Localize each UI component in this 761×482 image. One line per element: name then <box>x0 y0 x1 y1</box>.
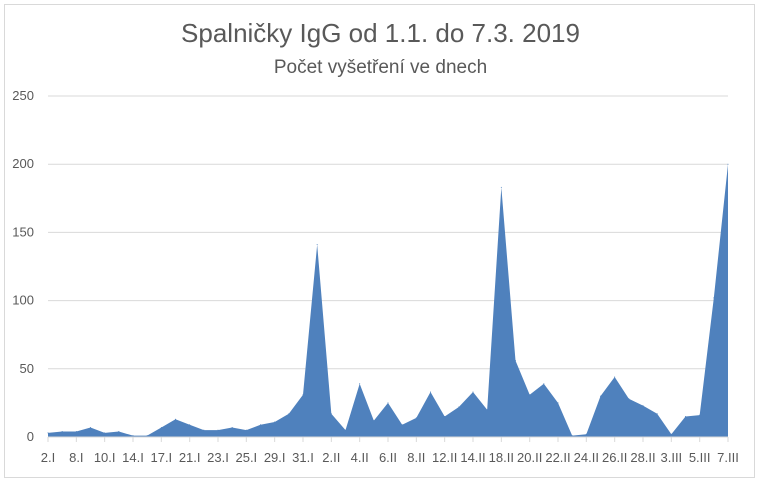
data-point <box>61 431 63 433</box>
data-point <box>245 429 247 431</box>
y-tick-label: 50 <box>20 361 34 376</box>
x-tick-label: 20.II <box>517 450 542 465</box>
x-tick-label: 22.II <box>545 450 570 465</box>
data-point <box>486 409 488 411</box>
data-point <box>600 395 601 397</box>
chart-frame <box>4 4 755 478</box>
data-point <box>585 433 587 435</box>
data-point <box>118 431 120 433</box>
x-tick-label: 2.II <box>322 450 340 465</box>
x-tick-label: 2.I <box>41 450 55 465</box>
x-tick-label: 12.II <box>432 450 457 465</box>
data-point <box>685 416 686 418</box>
chart-title: Spalničky IgG od 1.1. do 7.3. 2019 <box>181 18 580 48</box>
data-point <box>160 426 162 428</box>
x-tick-label: 26.II <box>602 450 627 465</box>
data-point <box>359 383 361 385</box>
data-point <box>529 394 531 396</box>
x-tick-label: 29.I <box>264 450 286 465</box>
data-point <box>670 433 672 435</box>
x-tick-label: 6.II <box>379 450 397 465</box>
data-point <box>401 424 403 426</box>
data-point <box>543 383 545 385</box>
data-point <box>472 391 474 393</box>
x-tick-label: 21.I <box>179 450 201 465</box>
data-point <box>444 416 446 418</box>
x-tick-label: 4.II <box>351 450 369 465</box>
data-point <box>699 414 701 416</box>
data-point <box>500 186 502 188</box>
data-point <box>614 376 616 378</box>
data-point <box>458 406 460 408</box>
data-point <box>146 435 148 437</box>
x-tick-label: 23.I <box>207 450 229 465</box>
x-tick-label: 8.I <box>69 450 83 465</box>
data-point <box>373 420 375 422</box>
y-tick-label: 100 <box>12 293 34 308</box>
data-point <box>557 402 559 404</box>
x-tick-label: 14.II <box>460 450 485 465</box>
data-point <box>217 429 219 431</box>
x-tick-label: 28.II <box>630 450 655 465</box>
x-tick-label: 25.I <box>235 450 257 465</box>
x-tick-label: 31.I <box>292 450 314 465</box>
y-tick-label: 250 <box>12 88 34 103</box>
data-point <box>387 402 389 404</box>
data-point <box>90 426 91 428</box>
x-tick-label: 10.I <box>94 450 116 465</box>
x-axis-ticks: 2.I 8.I 10.I 14.I 17.I 21.I 23.I 25.I 29.I 31.I 2.… <box>41 437 739 465</box>
data-point <box>430 391 431 393</box>
data-point <box>47 432 49 434</box>
x-tick-label: 5.III <box>689 450 711 465</box>
data-point <box>656 413 658 415</box>
data-point <box>274 421 276 423</box>
data-point <box>330 413 332 415</box>
y-tick-label: 150 <box>12 224 34 239</box>
data-point <box>415 417 417 419</box>
data-point <box>302 394 304 396</box>
chart-subtitle: Počet vyšetření ve dnech <box>273 57 488 78</box>
data-point <box>345 429 346 431</box>
data-point <box>175 418 176 420</box>
data-point <box>727 163 729 165</box>
x-tick-label: 7.III <box>717 450 739 465</box>
data-point <box>316 244 318 246</box>
data-point <box>231 426 233 428</box>
x-tick-label: 8.II <box>407 450 425 465</box>
data-point <box>104 432 106 434</box>
gridlines <box>48 95 728 438</box>
x-tick-label: 24.II <box>574 450 599 465</box>
y-tick-label: 200 <box>12 156 34 171</box>
data-point <box>713 297 715 299</box>
y-tick-label: 0 <box>27 429 34 444</box>
data-point <box>288 413 290 415</box>
data-point <box>515 360 516 362</box>
data-point <box>203 429 205 431</box>
data-point <box>571 435 573 437</box>
data-point <box>132 435 134 437</box>
y-axis-ticks: 0 50 100 150 200 250 <box>12 88 34 444</box>
x-tick-label: 18.II <box>489 450 514 465</box>
data-point <box>260 424 261 426</box>
x-tick-label: 3.III <box>660 450 682 465</box>
data-point <box>75 431 77 433</box>
data-point <box>628 398 630 400</box>
data-point <box>642 405 644 407</box>
x-tick-label: 17.I <box>150 450 172 465</box>
x-tick-label: 14.I <box>122 450 144 465</box>
data-point <box>189 424 191 426</box>
